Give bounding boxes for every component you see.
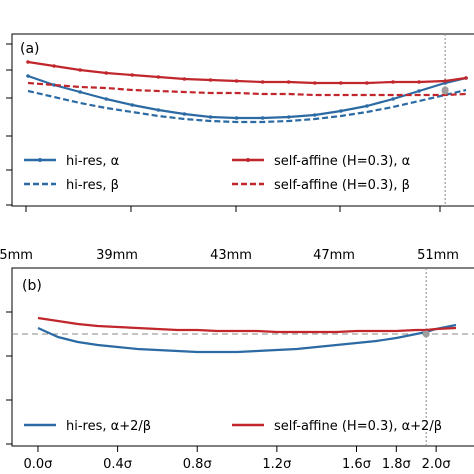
series-line-self-affine-h-0-3	[27, 81, 467, 97]
legend-item-hi-res-alpha: hi-res, α	[24, 154, 119, 169]
data-point-self-affine-h-0-3-4	[130, 73, 135, 77]
panel-b-top-tick-labels: 35mm 39mm 43mm 47mm 51mm	[0, 248, 459, 263]
data-point-hi-res-8	[234, 116, 239, 120]
data-point-self-affine-h-0-3-9	[260, 80, 265, 84]
panel-a: (a) hi-res, α hi-res, β self-affine (H=0…	[6, 33, 474, 212]
data-point-self-affine-h-0-3-17	[464, 76, 468, 80]
data-point-self-affine-h-0-3-10	[286, 80, 291, 84]
panel-b-series	[37, 316, 457, 354]
data-point-self-affine-h-0-3-11	[312, 81, 317, 85]
panel-a-series	[26, 60, 468, 124]
series-line-hi-res	[27, 74, 467, 120]
data-point-hi-res-10	[286, 115, 291, 119]
legend-label-hi-res-beta: hi-res, β	[66, 178, 119, 193]
legend-label-hi-res-sum: hi-res, α+2/β	[66, 419, 151, 434]
legend-item-self-affine-alpha: self-affine (H=0.3), α	[232, 154, 410, 169]
data-point-self-affine-h-0-3-6	[182, 77, 187, 81]
x-tick-label-6: 2.0σ	[422, 457, 451, 472]
data-point-self-affine-h-0-3-13	[365, 81, 369, 85]
series-line-self-affine-h-0-3	[27, 60, 467, 85]
data-point-self-affine-h-0-3-12	[339, 81, 343, 85]
data-point-hi-res-13	[365, 104, 369, 108]
x-tick-label-4: 1.6σ	[342, 457, 371, 472]
x-tick-label-3: 1.2σ	[262, 457, 291, 472]
panel-b: 0.0σ 0.4σ 0.8σ 1.2σ 1.6σ 1.8σ 2.0σ (b) hi-res,…	[6, 267, 474, 472]
data-point-hi-res-12	[339, 109, 343, 113]
legend-item-hi-res-sum: hi-res, α+2/β	[24, 419, 151, 434]
legend-item-self-affine-beta: self-affine (H=0.3), β	[232, 178, 410, 193]
data-point-self-affine-h-0-3-2	[78, 68, 82, 72]
top-tick-label-3: 47mm	[313, 248, 355, 263]
data-point-self-affine-h-0-3-3	[104, 71, 109, 75]
panel-b-highlight-point	[422, 330, 430, 338]
x-tick-label-2: 0.8σ	[183, 457, 212, 472]
data-point-hi-res-7	[208, 115, 213, 119]
panel-b-frame	[11, 267, 474, 447]
panel-a-frame	[11, 33, 474, 207]
data-point-self-affine-h-0-3-15	[417, 80, 421, 84]
series-line-hi-res-2	[37, 323, 457, 354]
data-point-self-affine-h-0-3-8	[234, 79, 239, 83]
data-point-hi-res-0	[26, 74, 30, 78]
panel-b-label: (b)	[22, 278, 42, 294]
top-tick-label-4: 51mm	[417, 248, 459, 263]
x-tick-label-0: 0.0σ	[23, 457, 52, 472]
data-point-self-affine-h-0-3-1	[52, 64, 56, 68]
data-point-hi-res-3	[104, 97, 109, 101]
panel-b-x-ticks: 0.0σ 0.4σ 0.8σ 1.2σ 1.6σ 1.8σ 2.0σ	[23, 446, 451, 472]
panel-b-legend: hi-res, α+2/β self-affine (H=0.3), α+2/β	[24, 419, 442, 434]
data-point-hi-res-4	[130, 103, 135, 107]
panel-a-highlight-point-1	[441, 86, 449, 94]
legend-item-self-affine-sum: self-affine (H=0.3), α+2/β	[232, 419, 442, 434]
x-tick-label-1: 0.4σ	[103, 457, 132, 472]
panel-a-legend: hi-res, α hi-res, β self-affine (H=0.3),…	[24, 154, 410, 193]
data-point-hi-res-6	[182, 112, 187, 116]
top-tick-label-1: 39mm	[96, 248, 138, 263]
legend-marker-hi-res-alpha	[38, 158, 42, 162]
data-point-self-affine-h-0-3-7	[208, 78, 213, 82]
data-point-hi-res-15	[417, 89, 421, 93]
x-tick-label-5: 1.8σ	[382, 457, 411, 472]
data-point-hi-res-11	[312, 113, 317, 117]
data-point-self-affine-h-0-3-16	[443, 79, 447, 83]
data-point-hi-res-5	[156, 108, 161, 112]
legend-label-self-affine-sum: self-affine (H=0.3), α+2/β	[274, 419, 442, 434]
panel-a-y-ticks	[6, 43, 12, 206]
panel-b-y-ticks	[6, 311, 12, 445]
data-point-hi-res-14	[391, 97, 395, 101]
panel-a-label: (a)	[20, 41, 40, 57]
panel-a-x-ticks	[25, 206, 441, 212]
top-tick-label-0: 35mm	[0, 248, 33, 263]
top-tick-label-2: 43mm	[210, 248, 252, 263]
series-line-self-affine-h-0-3-2	[37, 316, 457, 334]
data-point-self-affine-h-0-3-5	[156, 75, 161, 79]
data-point-self-affine-h-0-3-14	[391, 80, 395, 84]
data-point-self-affine-h-0-3-0	[26, 60, 30, 64]
legend-label-hi-res-alpha: hi-res, α	[66, 154, 119, 169]
legend-marker-self-affine-alpha	[246, 158, 250, 162]
data-point-hi-res-2	[78, 90, 82, 94]
legend-item-hi-res-beta: hi-res, β	[24, 178, 119, 193]
series-line-hi-res	[27, 88, 467, 124]
legend-label-self-affine-beta: self-affine (H=0.3), β	[274, 178, 410, 193]
data-point-hi-res-9	[260, 116, 265, 120]
legend-label-self-affine-alpha: self-affine (H=0.3), α	[274, 154, 410, 169]
